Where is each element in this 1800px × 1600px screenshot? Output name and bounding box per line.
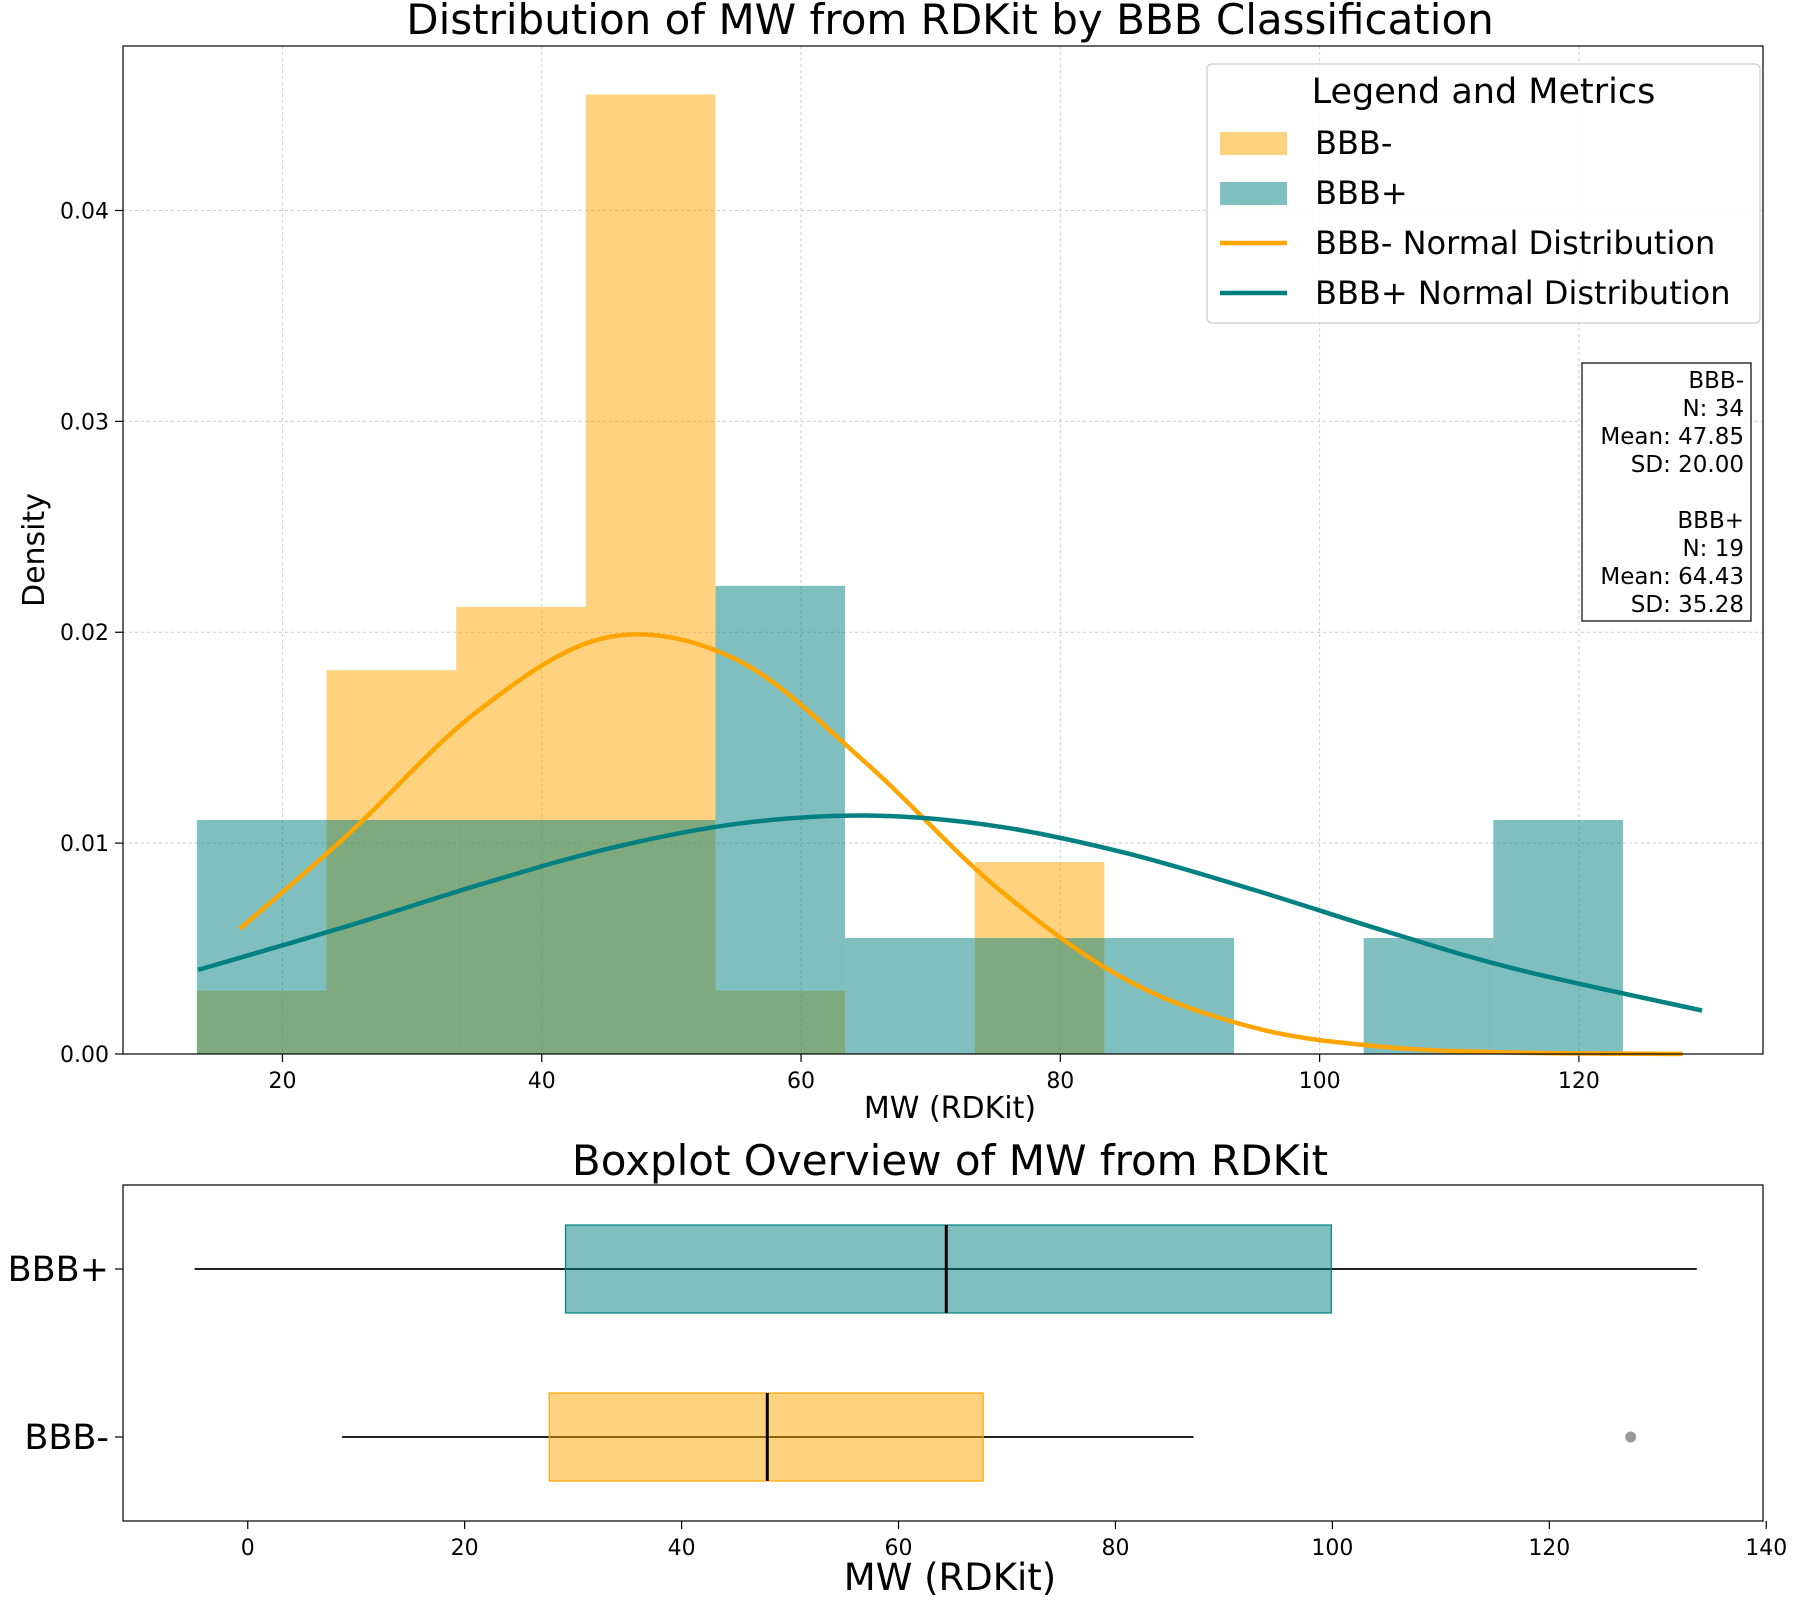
chart-title: Distribution of MW from RDKit by BBB Cla… <box>406 0 1494 44</box>
x-tick-label: 120 <box>1558 1069 1600 1094</box>
x-tick-label: 40 <box>528 1069 556 1094</box>
stats-text: Mean: 47.85 <box>1600 424 1744 450</box>
y-tick-label: 0.04 <box>60 199 109 224</box>
histogram-bar <box>585 819 716 1054</box>
x-tick-label: 100 <box>1299 1069 1341 1094</box>
histogram-bar <box>974 938 1105 1054</box>
legend-label: BBB+ <box>1315 174 1408 212</box>
legend-label: BBB- <box>1315 124 1392 162</box>
y-tick-label: 0.02 <box>60 621 109 646</box>
stats-text: SD: 20.00 <box>1631 452 1744 478</box>
flier <box>1625 1431 1637 1443</box>
chart-title: Boxplot Overview of MW from RDKit <box>572 1136 1328 1185</box>
legend-label: BBB+ Normal Distribution <box>1315 274 1730 312</box>
stats-text: N: 19 <box>1682 536 1744 562</box>
legend-swatch <box>1220 182 1287 205</box>
curve <box>197 813 1703 1013</box>
histogram-bar <box>326 819 457 1054</box>
y-tick-label: 0.00 <box>60 1043 109 1068</box>
histogram-bar <box>1363 938 1494 1054</box>
x-tick-label: 100 <box>1311 1536 1353 1561</box>
histogram-bar <box>1104 938 1235 1054</box>
x-tick-label: 20 <box>451 1536 479 1561</box>
stats-text: Mean: 64.43 <box>1600 564 1744 590</box>
stats-text: BBB- <box>1688 368 1744 394</box>
legend-title: Legend and Metrics <box>1312 72 1656 112</box>
x-tick-label: 140 <box>1745 1536 1787 1561</box>
x-tick-label: 80 <box>1101 1536 1129 1561</box>
stats-box <box>1581 362 1752 622</box>
x-axis-label: MW (RDKit) <box>844 1556 1056 1599</box>
x-tick-label: 40 <box>668 1536 696 1561</box>
y-tick-label: 0.01 <box>60 832 109 857</box>
y-tick-label: BBB+ <box>8 1250 109 1290</box>
x-tick-label: 80 <box>1046 1069 1074 1094</box>
x-axis-label: MW (RDKit) <box>864 1091 1036 1126</box>
histogram-bar <box>845 938 975 1054</box>
stats-text: SD: 35.28 <box>1631 592 1744 618</box>
stats-text: BBB+ <box>1677 508 1744 534</box>
x-tick-label: 0 <box>241 1536 255 1561</box>
x-tick-label: 60 <box>885 1536 913 1561</box>
y-tick-label: 0.03 <box>60 410 109 435</box>
box <box>564 1224 1332 1314</box>
histogram-bar <box>456 819 586 1054</box>
plot-frame <box>122 1184 1764 1522</box>
legend-swatch <box>1220 132 1287 155</box>
x-tick-label: 20 <box>268 1069 296 1094</box>
y-axis-label: Density <box>17 493 52 607</box>
legend-box <box>1206 63 1761 324</box>
y-tick-label: BBB- <box>24 1418 109 1458</box>
histogram-bar <box>1493 819 1623 1054</box>
legend-label: BBB- Normal Distribution <box>1315 224 1715 262</box>
x-tick-label: 120 <box>1528 1536 1570 1561</box>
x-tick-label: 60 <box>787 1069 815 1094</box>
plot-frame <box>122 45 1764 1055</box>
stats-text: N: 34 <box>1682 396 1744 422</box>
